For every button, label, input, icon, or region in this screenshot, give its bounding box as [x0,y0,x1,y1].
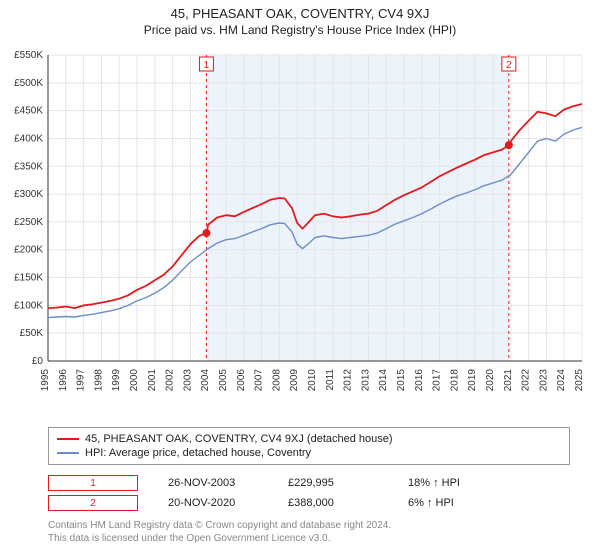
marker-price: £388,000 [288,497,378,509]
footer: Contains HM Land Registry data © Crown c… [48,519,570,545]
footer-line: Contains HM Land Registry data © Crown c… [48,519,570,532]
legend-item: HPI: Average price, detached house, Cove… [57,446,561,460]
legend-swatch [57,438,79,440]
legend-item: 45, PHEASANT OAK, COVENTRY, CV4 9XJ (det… [57,432,561,446]
svg-text:£450K: £450K [14,106,43,117]
svg-text:2018: 2018 [449,369,460,392]
marker-note: 18% ↑ HPI [408,477,498,489]
svg-text:1996: 1996 [58,369,69,392]
legend-swatch [57,452,79,454]
markers-table: 1 26-NOV-2003 £229,995 18% ↑ HPI 2 20-NO… [48,473,570,513]
svg-text:1997: 1997 [76,369,87,392]
marker-row: 2 20-NOV-2020 £388,000 6% ↑ HPI [48,493,570,513]
svg-text:2016: 2016 [414,369,425,392]
svg-text:2008: 2008 [271,369,282,392]
svg-text:2019: 2019 [467,369,478,392]
svg-text:2022: 2022 [521,369,532,392]
page-subtitle: Price paid vs. HM Land Registry's House … [0,23,600,37]
svg-text:1999: 1999 [111,369,122,392]
svg-text:1: 1 [204,60,210,71]
svg-text:2005: 2005 [218,369,229,392]
svg-text:2013: 2013 [360,369,371,392]
svg-text:£250K: £250K [14,217,43,228]
svg-text:2010: 2010 [307,369,318,392]
svg-text:2: 2 [506,60,512,71]
svg-text:2009: 2009 [289,369,300,392]
svg-text:2024: 2024 [556,369,567,392]
svg-text:2021: 2021 [503,369,514,392]
svg-text:2011: 2011 [325,369,336,391]
svg-text:2002: 2002 [165,369,176,392]
marker-note: 6% ↑ HPI [408,497,498,509]
svg-text:2020: 2020 [485,369,496,392]
svg-text:2023: 2023 [538,369,549,392]
svg-text:£300K: £300K [14,189,43,200]
svg-text:£100K: £100K [14,300,43,311]
svg-text:2015: 2015 [396,369,407,392]
marker-badge: 2 [48,495,138,511]
legend-label: HPI: Average price, detached house, Cove… [85,447,311,459]
price-chart: £0 £50K £100K £150K £200K £250K £300K £350K £400… [0,41,600,421]
marker-badge: 1 [48,475,138,491]
svg-text:£200K: £200K [14,245,43,256]
legend-label: 45, PHEASANT OAK, COVENTRY, CV4 9XJ (det… [85,433,393,445]
svg-text:2012: 2012 [343,369,354,392]
svg-text:£400K: £400K [14,133,43,144]
svg-text:2000: 2000 [129,369,140,392]
svg-text:2014: 2014 [378,369,389,392]
svg-text:1998: 1998 [93,369,104,392]
svg-text:£50K: £50K [20,328,44,339]
marker-date: 20-NOV-2020 [168,497,258,509]
marker-row: 1 26-NOV-2003 £229,995 18% ↑ HPI [48,473,570,493]
footer-line: This data is licensed under the Open Gov… [48,532,570,545]
svg-text:2025: 2025 [574,369,585,392]
page-title: 45, PHEASANT OAK, COVENTRY, CV4 9XJ [0,6,600,21]
marker-price: £229,995 [288,477,378,489]
svg-text:2004: 2004 [200,369,211,392]
svg-text:2007: 2007 [254,369,265,392]
svg-text:£0: £0 [32,356,44,367]
svg-text:£350K: £350K [14,161,43,172]
svg-text:2006: 2006 [236,369,247,392]
legend: 45, PHEASANT OAK, COVENTRY, CV4 9XJ (det… [48,427,570,465]
svg-text:2003: 2003 [182,369,193,392]
svg-text:£500K: £500K [14,78,43,89]
svg-text:£550K: £550K [14,50,43,61]
svg-text:£150K: £150K [14,273,43,284]
svg-text:2017: 2017 [432,369,443,392]
svg-text:1995: 1995 [40,369,51,392]
svg-text:2001: 2001 [147,369,158,392]
marker-date: 26-NOV-2003 [168,477,258,489]
